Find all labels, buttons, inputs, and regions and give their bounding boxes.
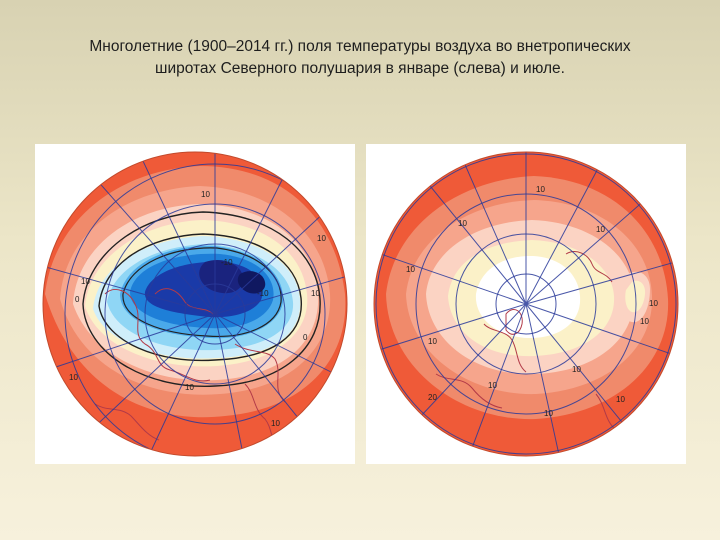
isotherm-label: 10 xyxy=(81,277,90,286)
disc-border xyxy=(42,151,348,457)
isotherm-label: 10 xyxy=(311,289,320,298)
isotherm-label: -10 xyxy=(257,289,269,298)
greenland-cream-zone xyxy=(625,280,646,313)
isotherm-label: 10 xyxy=(69,373,78,382)
july-temperature-map: 10 10 10 10 10 20 10 10 10 10 10 10 xyxy=(366,144,686,464)
caption-line-2: широтах Северного полушария в январе (сл… xyxy=(155,60,565,77)
isotherm-10 xyxy=(82,211,321,387)
july-map-svg: 10 10 10 10 10 20 10 10 10 10 10 10 xyxy=(373,151,679,457)
isotherm-label: 10 xyxy=(406,265,415,274)
isotherm-0 xyxy=(98,233,302,362)
january-temperature-map: 10 10 10 10 10 0 0 -10 10 10 -10 xyxy=(35,144,355,464)
isotherm-label: 10 xyxy=(649,299,658,308)
isotherm-label: 10 xyxy=(185,383,194,392)
isotherm-label: 10 xyxy=(488,381,497,390)
isotherm-label: 10 xyxy=(640,317,649,326)
isotherm-label: -10 xyxy=(221,258,233,267)
cold-core-zone xyxy=(199,259,244,294)
meridians xyxy=(374,152,678,456)
cold-core-zone-2 xyxy=(237,271,266,294)
isotherm-label: 0 xyxy=(75,295,80,304)
polar-zone xyxy=(475,256,581,338)
isotherm-label: 0 xyxy=(303,333,308,342)
isotherm-label: 10 xyxy=(572,365,581,374)
isotherm-label: 10 xyxy=(544,409,553,418)
caption-line-1: Многолетние (1900–2014 гг.) поля темпера… xyxy=(89,38,631,55)
isotherm-label: 10 xyxy=(536,185,545,194)
slide-caption: Многолетние (1900–2014 гг.) поля темпера… xyxy=(40,36,680,80)
isotherm-label: 10 xyxy=(428,337,437,346)
coastlines xyxy=(435,251,617,431)
isotherm-label: 10 xyxy=(317,234,326,243)
isotherm-label: 10 xyxy=(458,219,467,228)
isotherm-labels: 10 10 10 10 10 0 0 -10 10 10 -10 xyxy=(69,190,326,428)
isotherm-label: 10 xyxy=(201,190,210,199)
isotherm-label: 10 xyxy=(271,419,280,428)
isotherm-label: 10 xyxy=(596,225,605,234)
january-map-svg: 10 10 10 10 10 0 0 -10 10 10 -10 xyxy=(42,151,348,457)
isotherm-labels: 10 10 10 10 10 20 10 10 10 10 10 10 xyxy=(406,185,658,418)
disc-border xyxy=(373,151,679,457)
isotherm-label: 10 xyxy=(616,395,625,404)
isotherm-label: 20 xyxy=(428,393,437,402)
isotherm-minus-10 xyxy=(122,247,282,338)
